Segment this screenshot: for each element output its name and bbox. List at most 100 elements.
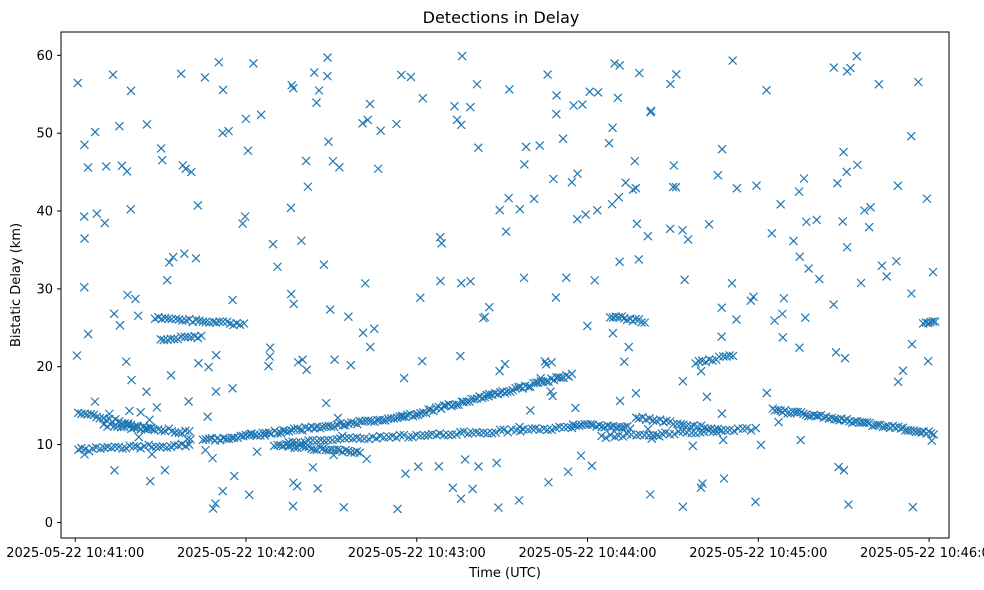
x-tick-label: 2025-05-22 10:42:00 xyxy=(177,546,315,561)
data-point xyxy=(164,258,174,267)
data-point xyxy=(247,429,257,439)
data-point xyxy=(316,435,326,445)
data-point xyxy=(218,128,228,138)
data-point xyxy=(752,181,761,191)
data-point xyxy=(646,106,656,116)
data-point xyxy=(443,430,453,440)
data-point xyxy=(546,374,556,384)
data-point xyxy=(108,70,118,80)
data-point xyxy=(252,447,262,457)
data-point xyxy=(628,185,638,195)
data-point xyxy=(177,316,187,326)
data-point xyxy=(874,79,884,89)
data-point xyxy=(450,101,459,111)
data-point xyxy=(145,415,154,425)
data-point xyxy=(562,370,571,380)
data-point xyxy=(563,467,573,477)
data-point xyxy=(115,320,125,330)
data-point xyxy=(338,420,348,430)
data-point xyxy=(590,275,600,285)
data-point xyxy=(770,316,779,326)
data-point xyxy=(487,428,497,438)
data-point xyxy=(866,202,875,212)
data-point xyxy=(495,366,505,376)
data-point xyxy=(328,156,338,166)
data-point xyxy=(751,423,761,433)
data-point xyxy=(607,199,617,209)
data-point xyxy=(315,443,325,452)
data-point xyxy=(127,375,136,385)
data-point xyxy=(646,107,655,117)
data-point xyxy=(621,178,631,188)
data-point xyxy=(116,422,126,432)
data-point xyxy=(746,296,756,306)
data-point xyxy=(478,313,488,323)
data-point xyxy=(762,388,772,398)
data-point xyxy=(308,462,318,472)
data-point xyxy=(906,131,916,141)
x-axis-label: Time (UTC) xyxy=(468,566,541,581)
data-point xyxy=(118,444,128,453)
data-point xyxy=(287,80,297,90)
data-point xyxy=(265,343,275,353)
data-point xyxy=(448,483,458,493)
data-point xyxy=(794,187,804,197)
data-point xyxy=(852,160,862,170)
data-point xyxy=(303,182,313,192)
data-point xyxy=(525,406,535,415)
data-point xyxy=(852,51,862,61)
data-point xyxy=(832,178,842,188)
data-point xyxy=(762,85,771,95)
data-point xyxy=(678,502,688,512)
data-point xyxy=(571,421,581,431)
data-point xyxy=(778,333,788,342)
data-point xyxy=(645,490,655,499)
data-point xyxy=(431,403,441,413)
data-point xyxy=(499,425,509,435)
data-point xyxy=(239,319,249,328)
data-point xyxy=(777,309,787,319)
data-point xyxy=(246,429,255,439)
data-point xyxy=(827,413,837,423)
data-point xyxy=(393,504,402,514)
data-point xyxy=(893,181,903,191)
data-point xyxy=(224,126,234,136)
data-point xyxy=(474,462,483,471)
data-point xyxy=(90,397,100,407)
data-point xyxy=(392,119,401,129)
data-point xyxy=(204,362,213,372)
data-point xyxy=(728,56,738,66)
data-point xyxy=(426,405,436,415)
data-point xyxy=(215,317,224,327)
scatter-points xyxy=(72,51,940,514)
data-point xyxy=(204,434,214,444)
data-point xyxy=(669,419,678,429)
data-point xyxy=(162,275,172,285)
data-point xyxy=(184,440,194,450)
data-point xyxy=(218,85,228,95)
data-point xyxy=(694,356,704,366)
data-point xyxy=(634,68,644,78)
data-point xyxy=(567,369,577,379)
data-point xyxy=(567,177,577,187)
data-point xyxy=(668,182,678,192)
data-point xyxy=(319,260,329,270)
data-point xyxy=(515,422,525,432)
data-point xyxy=(877,261,887,271)
data-point xyxy=(318,444,328,454)
data-point xyxy=(799,174,809,183)
data-point xyxy=(732,183,742,193)
data-point xyxy=(812,215,822,225)
data-point xyxy=(452,430,461,439)
data-point xyxy=(680,275,690,285)
data-point xyxy=(891,256,901,266)
data-point xyxy=(615,257,624,267)
data-point xyxy=(99,443,109,453)
data-point xyxy=(615,61,625,70)
data-point xyxy=(796,435,806,445)
data-point xyxy=(241,114,251,124)
y-tick-label: 50 xyxy=(36,127,53,142)
data-point xyxy=(224,434,234,444)
data-point xyxy=(500,359,510,369)
data-point xyxy=(355,434,365,444)
